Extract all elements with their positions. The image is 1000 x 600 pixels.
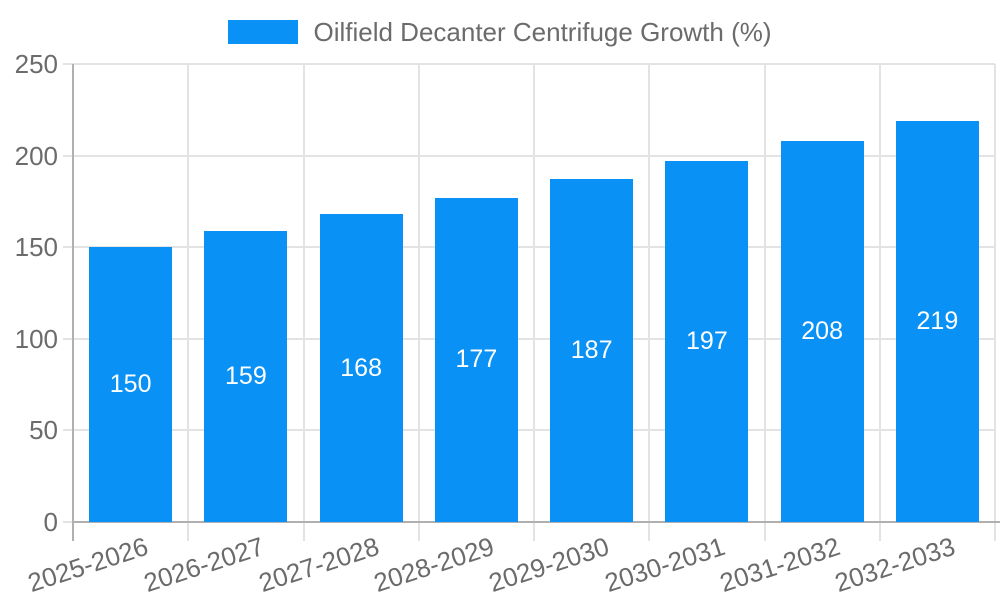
bar: 219 <box>895 120 979 522</box>
bar-value-label: 219 <box>916 306 959 335</box>
y-gridline <box>63 246 995 249</box>
y-gridline <box>63 429 995 432</box>
y-gridline <box>63 337 995 340</box>
x-axis-tick-label: 2032-2033 <box>831 531 959 598</box>
bar-value-label: 168 <box>340 353 382 382</box>
x-axis-tick-label: 2031-2032 <box>715 531 844 598</box>
x-gridline <box>187 64 190 541</box>
y-axis-tick-label: 250 <box>14 49 58 79</box>
y-gridline <box>63 154 995 157</box>
x-gridline <box>763 64 766 541</box>
y-axis-tick-label: 100 <box>14 323 58 354</box>
x-gridline <box>878 64 881 541</box>
x-axis-tick-label: 2028-2029 <box>370 531 498 598</box>
bar-value-label: 150 <box>109 370 152 399</box>
x-axis-tick-label: 2029-2030 <box>485 531 613 598</box>
bar: 150 <box>89 247 173 522</box>
bar: 159 <box>204 230 288 522</box>
x-axis-tick-label: 2030-2031 <box>600 531 729 598</box>
bar-value-label: 197 <box>686 327 728 356</box>
bar-value-label: 187 <box>570 336 613 365</box>
x-axis-line <box>73 521 1000 523</box>
legend-label: Oilfield Decanter Centrifuge Growth (%) <box>313 17 772 47</box>
x-axis-tick-label: 2026-2027 <box>139 531 268 598</box>
bar: 187 <box>550 179 634 522</box>
x-gridline <box>533 64 535 541</box>
x-gridline <box>302 64 305 541</box>
x-gridline <box>648 64 651 541</box>
bar-value-label: 159 <box>225 361 267 390</box>
y-axis-tick-label: 200 <box>14 140 58 171</box>
x-gridline <box>417 64 420 541</box>
bar: 168 <box>319 214 403 522</box>
x-axis-tick-label: 2027-2028 <box>254 531 383 598</box>
x-gridline <box>994 64 996 541</box>
y-axis-line <box>72 64 74 541</box>
bar-value-label: 208 <box>801 316 843 345</box>
bar: 208 <box>780 140 864 522</box>
bar-value-label: 177 <box>455 345 498 374</box>
y-axis-tick-label: 50 <box>29 415 58 446</box>
bar: 197 <box>665 161 749 522</box>
bar: 177 <box>434 197 518 522</box>
legend-swatch-icon <box>228 20 299 44</box>
y-gridline <box>63 63 995 65</box>
y-axis-tick-label: 0 <box>43 507 58 537</box>
x-axis-tick-label: 2025-2026 <box>24 531 152 598</box>
y-axis-tick-label: 150 <box>14 232 58 263</box>
chart-legend: Oilfield Decanter Centrifuge Growth (%) <box>0 14 1000 50</box>
